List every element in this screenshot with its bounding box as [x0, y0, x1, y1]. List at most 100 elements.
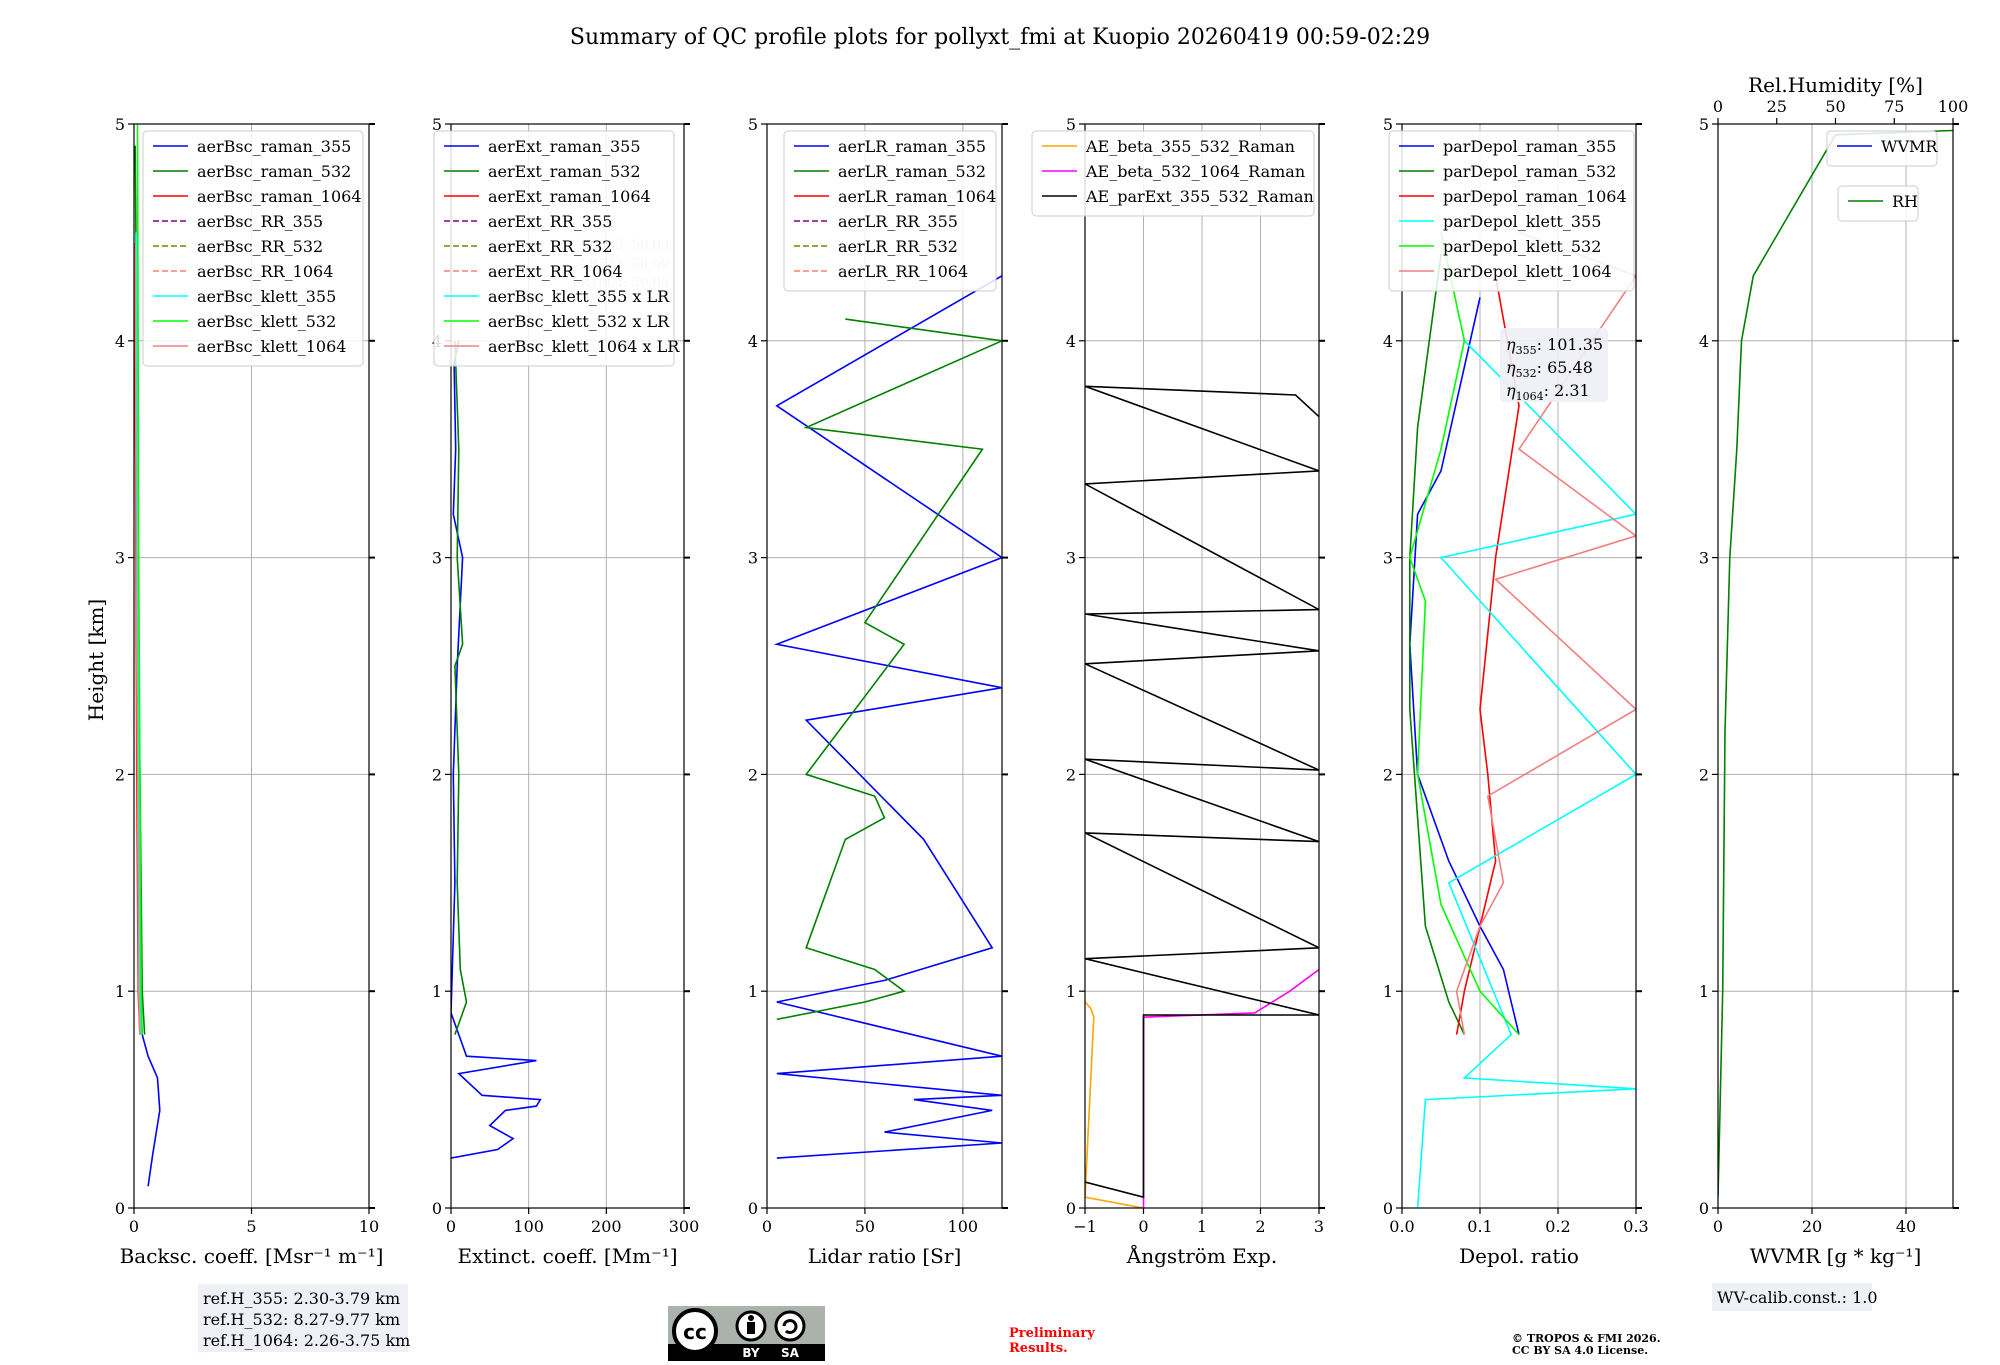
- legend-box: [433, 130, 675, 367]
- legend-entry: aerBsc_klett_532: [197, 312, 336, 331]
- legend-entry: aerExt_raman_355: [488, 137, 641, 156]
- panel-depol: 0 1 2 3 4 5 0.0 0.1 0.2 0.3 Depol. ratio parDepol_r…: [1383, 115, 1649, 1268]
- legend-ext: aerExt_raman_355 aerExt_raman_532 aerExt_r…: [433, 130, 680, 367]
- y-tick-label: 5: [1699, 115, 1709, 134]
- legend-entry: aerBsc_RR_1064: [197, 262, 333, 281]
- series-aerExt_raman_355: [451, 340, 542, 1159]
- series-aerLR_raman_355: [773, 275, 1002, 1159]
- y-tick-label: 4: [115, 332, 125, 351]
- legend-entry: parDepol_raman_355: [1443, 137, 1616, 156]
- series-aerBsc_klett_1064: [134, 243, 141, 1035]
- legend-entry: aerLR_RR_532: [838, 237, 958, 256]
- legend-entry: parDepol_klett_532: [1443, 237, 1601, 256]
- legend-bsc: aerBsc_raman_355 aerBsc_raman_532 aerBsc_r…: [142, 130, 364, 367]
- legend-depol: parDepol_raman_355 parDepol_raman_532 parD…: [1388, 130, 1635, 292]
- eta-value: η1064: 2.31: [1506, 381, 1590, 403]
- y-tick-label: 2: [432, 765, 442, 784]
- legend-entry: parDepol_klett_1064: [1443, 262, 1612, 281]
- eta-value: η532: 65.48: [1506, 358, 1593, 380]
- y-tick-label: 2: [748, 765, 758, 784]
- x-tick-label: 0: [129, 1217, 139, 1236]
- legend-entry: parDepol_raman_1064: [1443, 187, 1627, 206]
- series-aerBsc_klett_532: [136, 124, 143, 1035]
- series-aerBsc_klett_355: [135, 232, 142, 1035]
- footer: ref.H_355: 2.30-3.79 km ref.H_532: 8.27-9…: [198, 1283, 1878, 1357]
- legend-entry: aerLR_RR_1064: [838, 262, 968, 281]
- series-aerExt_raman_532: [454, 340, 468, 1035]
- by-label: BY: [742, 1346, 759, 1360]
- x-tick-label: 200: [591, 1217, 622, 1236]
- series-parDepol_raman_355: [1408, 297, 1520, 1035]
- x-axis-label: Extinct. coeff. [Mm⁻¹]: [457, 1244, 677, 1268]
- sa-icon: [774, 1310, 806, 1342]
- y-tick-label: 1: [115, 982, 125, 1001]
- plot-frame: [766, 123, 1003, 1209]
- x-tick-label: 0: [1713, 1217, 1723, 1236]
- x-tick-label: 100: [513, 1217, 544, 1236]
- y-tick-label: 5: [1383, 115, 1393, 134]
- x-tick-label: −1: [1073, 1217, 1097, 1236]
- wv-calib-text: WV-calib.const.: 1.0: [1717, 1288, 1878, 1307]
- legend-entry: aerBsc_RR_532: [197, 237, 323, 256]
- legend-box: [1826, 130, 1938, 167]
- x-axis-label: Lidar ratio [Sr]: [808, 1244, 962, 1268]
- figure-title: Summary of QC profile plots for pollyxt_…: [570, 25, 1430, 50]
- legend-entry: aerBsc_raman_532: [197, 162, 351, 181]
- x-tick-label: 40: [1896, 1217, 1916, 1236]
- legend-entry: aerBsc_klett_532 x LR: [488, 312, 670, 331]
- y-tick-label: 1: [1699, 982, 1709, 1001]
- legend-entry: aerBsc_raman_1064: [197, 187, 362, 206]
- ref-height-text: ref.H_532: 8.27-9.77 km: [203, 1310, 400, 1329]
- series-group: [134, 124, 161, 1187]
- y-tick-label: 3: [115, 549, 125, 568]
- top-x-tick-label: 75: [1884, 97, 1904, 116]
- top-x-tick-label: 50: [1825, 97, 1845, 116]
- series-parDepol_raman_532: [1409, 253, 1466, 1035]
- series-group: [1085, 385, 1319, 1208]
- y-tick-label: 0: [1066, 1199, 1076, 1218]
- y-tick-label: 3: [1383, 549, 1393, 568]
- y-tick-label: 1: [1383, 982, 1393, 1001]
- x-tick-label: 0.2: [1545, 1217, 1570, 1236]
- legend-entry: aerBsc_klett_355 x LR: [488, 287, 670, 306]
- legend-entry: aerLR_raman_532: [838, 162, 986, 181]
- legend-entry: aerBsc_klett_355: [197, 287, 336, 306]
- series-RH: [1718, 129, 1953, 1198]
- legend-entry: AE_parExt_355_532_Raman: [1085, 187, 1314, 206]
- y-tick-label: 4: [1383, 332, 1393, 351]
- y-tick-label: 1: [432, 982, 442, 1001]
- y-tick-label: 4: [748, 332, 758, 351]
- x-axis-label: Depol. ratio: [1459, 1244, 1579, 1268]
- y-tick-label: 2: [1066, 765, 1076, 784]
- legend-entry: aerExt_RR_1064: [488, 262, 623, 281]
- legend-entry: aerLR_RR_355: [838, 212, 958, 231]
- top-x-tick-label: 100: [1938, 97, 1969, 116]
- x-tick-label: 0.1: [1467, 1217, 1492, 1236]
- x-tick-label: 50: [855, 1217, 875, 1236]
- legend-entry: aerBsc_raman_355: [197, 137, 351, 156]
- x-tick-label: 3: [1314, 1217, 1324, 1236]
- y-tick-label: 2: [1383, 765, 1393, 784]
- legend-rh: RH: [1837, 185, 1919, 222]
- y-tick-label: 4: [1066, 332, 1076, 351]
- ref-height-text: ref.H_355: 2.30-3.79 km: [203, 1289, 400, 1308]
- legend-lr: aerLR_raman_355 aerLR_raman_532 aerLR_rama…: [783, 130, 997, 292]
- wv-calib-box: [1712, 1283, 1872, 1311]
- x-axis-label: WVMR [g * kg⁻¹]: [1750, 1244, 1922, 1268]
- legend-entry: parDepol_klett_355: [1443, 212, 1601, 231]
- legend-entry: aerBsc_RR_355: [197, 212, 323, 231]
- y-tick-label: 3: [1699, 549, 1709, 568]
- legend-wvmr: WVMR: [1826, 130, 1938, 167]
- series-AE_beta_532_1064_Raman: [1142, 968, 1319, 1208]
- y-tick-label: 1: [1066, 982, 1076, 1001]
- x-tick-label: 20: [1802, 1217, 1822, 1236]
- copyright-text: CC BY SA 4.0 License.: [1512, 1344, 1648, 1357]
- series-group: [1718, 129, 1953, 1198]
- y-tick-label: 5: [432, 115, 442, 134]
- y-tick-label: 0: [1383, 1199, 1393, 1218]
- x-tick-label: 100: [948, 1217, 979, 1236]
- legend-ae: AE_beta_355_532_Raman AE_beta_532_1064_Ra…: [1031, 130, 1315, 217]
- legend-entry: aerBsc_klett_1064: [197, 337, 346, 356]
- x-axis-label: Ångström Exp.: [1126, 1243, 1277, 1268]
